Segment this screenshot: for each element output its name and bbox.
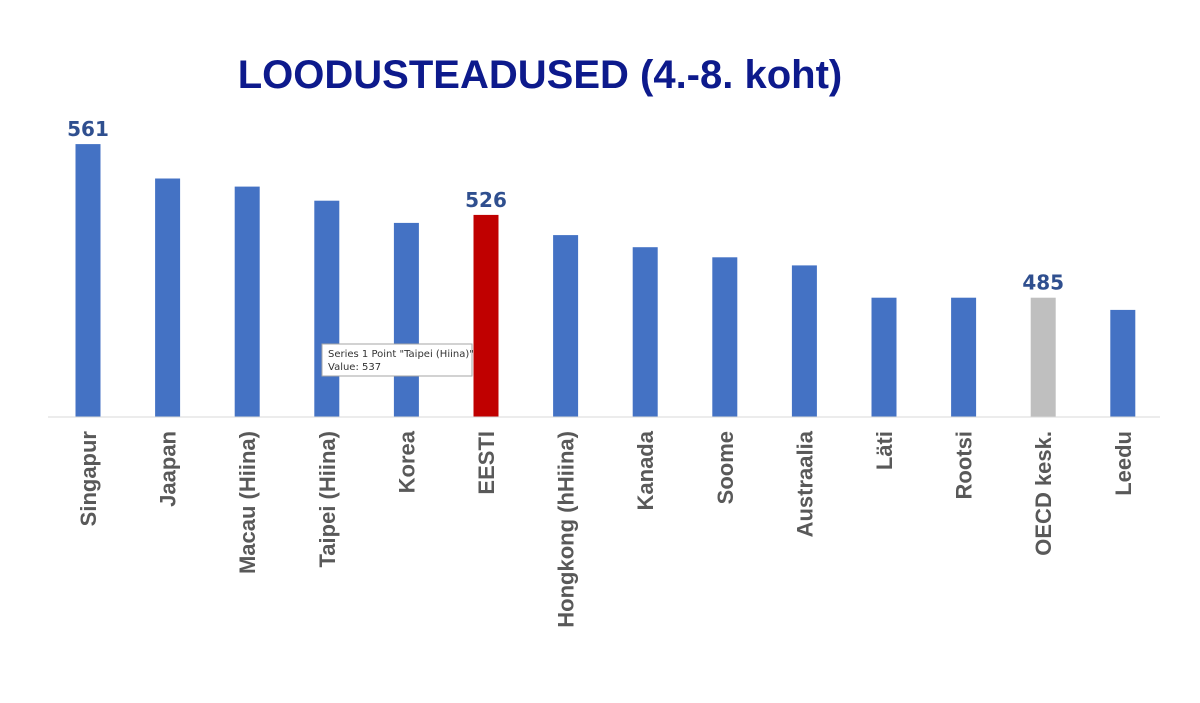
- bar-rootsi[interactable]: [951, 297, 977, 417]
- category-label-rootsi: Rootsi: [952, 431, 977, 499]
- bar-eesti[interactable]: [473, 214, 499, 417]
- category-label-hongkong-hhiina: Hongkong (hHiina): [554, 431, 579, 628]
- bar-oecd-kesk[interactable]: [1030, 297, 1056, 417]
- bar-leedu[interactable]: [1110, 309, 1136, 417]
- category-label-oecd-kesk: OECD kesk.: [1031, 431, 1056, 556]
- tooltip: Series 1 Point "Taipei (Hiina)" Value: 5…: [321, 343, 474, 377]
- category-label-singapur: Singapur: [76, 431, 101, 527]
- bar-macau-hiina[interactable]: [234, 186, 260, 417]
- category-label-l-ti: Läti: [872, 431, 897, 470]
- data-label-oecd-kesk: 485: [1022, 271, 1064, 295]
- bar-taipei-hiina[interactable]: [314, 200, 340, 417]
- bar-jaapan[interactable]: [155, 178, 181, 418]
- category-label-kanada: Kanada: [633, 430, 658, 510]
- bar-hongkong-hhiina[interactable]: [553, 235, 579, 417]
- bar-austraalia[interactable]: [791, 265, 817, 417]
- category-label-macau-hiina: Macau (Hiina): [235, 431, 260, 574]
- category-label-korea: Korea: [394, 430, 419, 493]
- bars-group: [75, 144, 1136, 418]
- bar-korea[interactable]: [393, 222, 419, 417]
- category-label-taipei-hiina: Taipei (Hiina): [315, 431, 340, 568]
- chart-title: LOODUSTEADUSED (4.-8. koht): [238, 53, 842, 97]
- data-labels: 561 526 485: [67, 117, 1064, 295]
- data-label-eesti: 526: [465, 188, 507, 212]
- bar-kanada[interactable]: [632, 247, 658, 417]
- data-label-singapur: 561: [67, 117, 109, 141]
- category-labels: Singapur Jaapan Macau (Hiina) Taipei (Hiina…: [76, 430, 1136, 628]
- tooltip-line-1: Series 1 Point "Taipei (Hiina)": [328, 349, 474, 360]
- category-label-jaapan: Jaapan: [156, 431, 181, 507]
- category-label-eesti: EESTI: [474, 431, 499, 495]
- tooltip-line-2: Value: 537: [328, 362, 381, 373]
- category-label-austraalia: Austraalia: [792, 430, 817, 537]
- category-label-soome: Soome: [713, 431, 738, 504]
- bar-singapur[interactable]: [75, 144, 101, 417]
- tooltip-box: [321, 343, 473, 377]
- bar-l-ti[interactable]: [871, 297, 897, 417]
- bar-soome[interactable]: [712, 257, 738, 417]
- category-label-leedu: Leedu: [1111, 431, 1136, 496]
